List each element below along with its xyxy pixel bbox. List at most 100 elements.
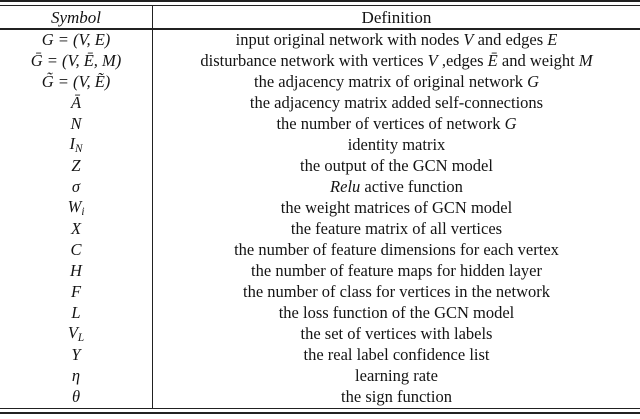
- table-row: F the number of class for vertices in th…: [0, 282, 640, 303]
- symbol-cell: θ: [0, 387, 152, 408]
- symbol-main: Ḡ = (V, Ē, M): [30, 51, 122, 71]
- text-segment: the weight matrices of GCN model: [280, 198, 513, 218]
- top-double-rule: [0, 0, 640, 6]
- text-segment: the real label confidence list: [303, 345, 490, 365]
- symbol: θ: [72, 389, 80, 406]
- symbol: η: [72, 368, 80, 385]
- symbol-cell: Ḡ = (V, Ē, M): [0, 51, 152, 72]
- table-row: IN identity matrix: [0, 135, 640, 156]
- table-row: L the loss function of the GCN model: [0, 303, 640, 324]
- definition: the real label confidence list: [304, 347, 490, 364]
- symbol-main: X: [70, 219, 82, 239]
- table-row: Wi the weight matrices of GCN model: [0, 198, 640, 219]
- text-segment: input original network with nodes: [235, 30, 464, 50]
- symbol-cell: F: [0, 282, 152, 303]
- symbol-main: H: [70, 261, 82, 281]
- definition: the set of vertices with labels: [301, 326, 493, 343]
- definition: the adjacency matrix added self-connecti…: [250, 95, 543, 112]
- symbol-main: W: [67, 196, 82, 216]
- symbol: G̃ = (V, Ẽ): [42, 74, 111, 91]
- symbol-cell: X: [0, 219, 152, 240]
- table-row: σ Relu active function: [0, 177, 640, 198]
- math-term: V: [427, 51, 438, 71]
- table-row: Y the real label confidence list: [0, 345, 640, 366]
- symbol-cell: G̃ = (V, Ẽ): [0, 72, 152, 93]
- text-segment: the number of feature dimensions for eac…: [234, 240, 559, 260]
- definition-cell: the adjacency matrix added self-connecti…: [152, 93, 640, 114]
- definition: the sign function: [341, 389, 452, 406]
- symbol-main: Ā: [70, 93, 82, 113]
- symbol: L: [71, 305, 80, 322]
- definition-cell: identity matrix: [152, 135, 640, 156]
- symbol-main: η: [71, 366, 81, 386]
- symbol-main: θ: [71, 387, 81, 407]
- symbol: Ā: [71, 95, 81, 112]
- definition: disturbance network with vertices V ,edg…: [200, 53, 592, 70]
- symbol-cell: L: [0, 303, 152, 324]
- symbol-main: V: [67, 322, 78, 342]
- text-segment: and edges: [473, 30, 548, 50]
- definition-cell: the number of feature dimensions for eac…: [152, 240, 640, 261]
- symbol-main: I: [69, 133, 76, 153]
- symbol-cell: σ: [0, 177, 152, 198]
- table-row: Ā the adjacency matrix added self-connec…: [0, 93, 640, 114]
- symbol: C: [70, 242, 81, 259]
- definition-cell: the sign function: [152, 387, 640, 408]
- definition: input original network with nodes V and …: [236, 32, 558, 49]
- text-segment: active function: [360, 177, 463, 197]
- definition-cell: the weight matrices of GCN model: [152, 198, 640, 219]
- definition-cell: the number of feature maps for hidden la…: [152, 261, 640, 282]
- symbol-main: G̃ = (V, Ẽ): [41, 72, 111, 92]
- math-term: M: [578, 51, 593, 71]
- text-segment: the loss function of the GCN model: [278, 303, 515, 323]
- text-segment: identity matrix: [347, 135, 446, 155]
- text-segment: the number of feature maps for hidden la…: [251, 261, 542, 281]
- table-row: θ the sign function: [0, 387, 640, 408]
- symbol-cell: H: [0, 261, 152, 282]
- text-segment: the set of vertices with labels: [300, 324, 493, 344]
- math-term: Relu: [330, 177, 361, 197]
- symbol-subscript: N: [75, 142, 83, 155]
- definition-cell: the set of vertices with labels: [152, 324, 640, 345]
- symbol-cell: Wi: [0, 198, 152, 219]
- math-term: V: [463, 30, 474, 50]
- definition-cell: the output of the GCN model: [152, 156, 640, 177]
- table-row: C the number of feature dimensions for e…: [0, 240, 640, 261]
- definition: the loss function of the GCN model: [279, 305, 515, 322]
- table-row: N the number of vertices of network G: [0, 114, 640, 135]
- definition: the output of the GCN model: [300, 158, 493, 175]
- table-row: Z the output of the GCN model: [0, 156, 640, 177]
- symbol: σ: [72, 179, 80, 196]
- bottom-double-rule: [0, 408, 640, 414]
- definition-cell: the feature matrix of all vertices: [152, 219, 640, 240]
- math-term: Ē: [487, 51, 498, 71]
- definition: the number of feature dimensions for eac…: [234, 242, 559, 259]
- symbol-cell: Ā: [0, 93, 152, 114]
- definition: identity matrix: [348, 137, 446, 154]
- definition-cell: the adjacency matrix of original network…: [152, 72, 640, 93]
- symbol: N: [70, 116, 81, 133]
- definition-header-label: Definition: [361, 7, 432, 27]
- text-segment: the feature matrix of all vertices: [290, 219, 503, 239]
- table-row: VL the set of vertices with labels: [0, 324, 640, 345]
- definition: Relu active function: [330, 179, 463, 196]
- symbol-cell: G = (V, E): [0, 30, 152, 51]
- definition-cell: disturbance network with vertices V ,edg…: [152, 51, 640, 72]
- symbol-subscript: L: [77, 331, 85, 344]
- symbol-cell: IN: [0, 135, 152, 156]
- symbol-cell: η: [0, 366, 152, 387]
- symbol-header-cell: Symbol: [0, 6, 152, 28]
- text-segment: learning rate: [355, 366, 438, 386]
- definition: the weight matrices of GCN model: [281, 200, 512, 217]
- table-row: H the number of feature maps for hidden …: [0, 261, 640, 282]
- symbol-header-label: Symbol: [50, 7, 102, 27]
- definition: the adjacency matrix of original network…: [254, 74, 539, 91]
- symbol-main: Y: [71, 345, 81, 365]
- table-row: X the feature matrix of all vertices: [0, 219, 640, 240]
- symbol: X: [71, 221, 81, 238]
- table-header-row: Symbol Definition: [0, 6, 640, 30]
- text-segment: ,edges: [437, 51, 488, 71]
- table-row: Ḡ = (V, Ē, M) disturbance network with v…: [0, 51, 640, 72]
- table-row: G = (V, E) input original network with n…: [0, 30, 640, 51]
